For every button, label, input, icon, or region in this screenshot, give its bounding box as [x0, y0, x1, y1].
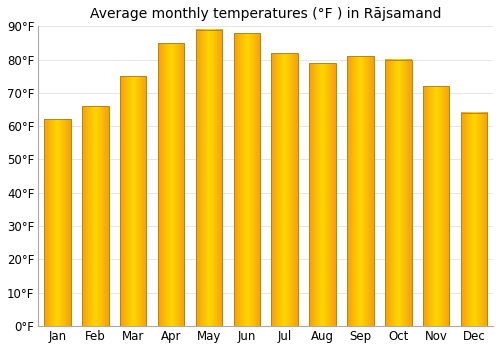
- Bar: [423, 86, 450, 326]
- Bar: [310, 63, 336, 326]
- Bar: [82, 106, 108, 326]
- Bar: [120, 76, 146, 326]
- Bar: [158, 43, 184, 326]
- Bar: [234, 33, 260, 326]
- Bar: [272, 53, 298, 326]
- Bar: [196, 30, 222, 326]
- Title: Average monthly temperatures (°F ) in Rājsamand: Average monthly temperatures (°F ) in Rā…: [90, 7, 442, 21]
- Bar: [461, 113, 487, 326]
- Bar: [347, 56, 374, 326]
- Bar: [44, 119, 70, 326]
- Bar: [385, 60, 411, 326]
